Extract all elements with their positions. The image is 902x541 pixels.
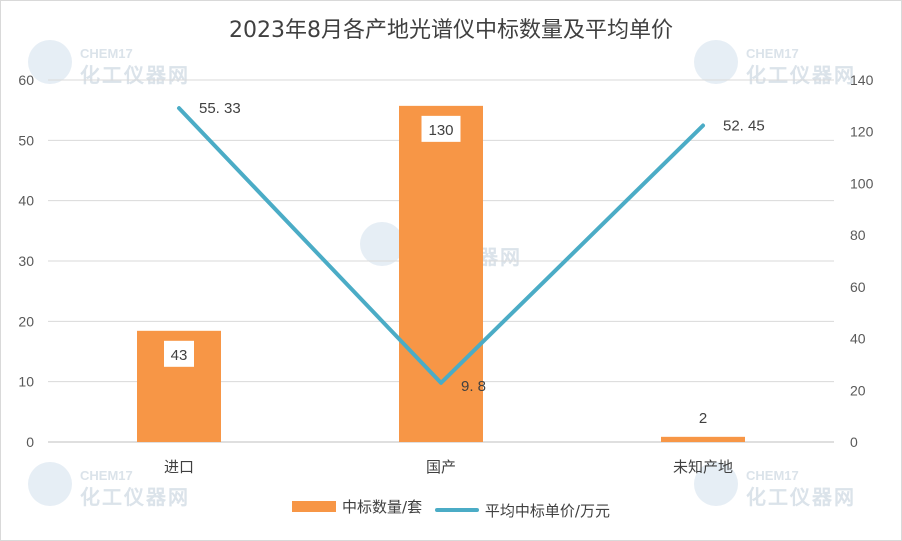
legend-label-line: 平均中标单价/万元 — [484, 501, 610, 520]
y-left-tick-label: 0 — [26, 434, 34, 450]
watermark-logo-icon — [28, 40, 72, 84]
legend-swatch-bar — [292, 501, 337, 512]
x-tick-label: 进口 — [164, 458, 194, 476]
y-right-tick-label: 140 — [850, 72, 874, 88]
legend: 中标数量/套 平均中标单价/万元 — [0, 496, 902, 521]
y-left-tick-label: 10 — [18, 374, 34, 390]
bar-data-label: 43 — [171, 347, 188, 364]
y-right-tick-label: 40 — [850, 331, 866, 347]
line-series — [177, 106, 705, 385]
y-right-tick-label: 60 — [850, 279, 866, 295]
bar-data-label-box — [164, 340, 194, 367]
line-data-label: 9. 8 — [461, 378, 486, 395]
bar — [661, 436, 745, 442]
x-tick-label: 未知产地 — [673, 458, 733, 476]
y-right-tick-label: 100 — [850, 175, 874, 191]
y-left-tick-label: 40 — [18, 193, 34, 209]
line-data-label: 55. 33 — [199, 100, 241, 117]
watermark-brand: CHEM17 — [80, 46, 133, 61]
watermark-logo-icon — [694, 462, 738, 506]
bar-data-label: 130 — [428, 122, 453, 139]
y-right-tick-label: 0 — [850, 434, 858, 450]
legend-label-bar: 中标数量/套 — [342, 498, 423, 516]
watermark-brand: CHEM17 — [746, 46, 799, 61]
y-left-tick-label: 60 — [18, 72, 34, 88]
watermark-brand: CHEM17 — [80, 468, 133, 483]
legend-item-line: 平均中标单价/万元 — [434, 500, 610, 521]
legend-swatch-line — [434, 508, 479, 512]
y-left-tick-label: 50 — [18, 132, 34, 148]
y-left-tick-label: 30 — [18, 253, 34, 269]
watermark-logo-icon — [360, 222, 404, 266]
bar — [399, 105, 483, 442]
legend-item-bar: 中标数量/套 — [292, 496, 422, 517]
watermark-logo-icon — [694, 40, 738, 84]
line-data-label: 52. 45 — [723, 118, 765, 135]
watermark-brand: CHEM17 — [746, 468, 799, 483]
watermark-name: 化工仪器网 — [746, 485, 856, 509]
watermark-name: 化工仪器网 — [80, 485, 190, 509]
bar-data-label: 2 — [699, 410, 707, 427]
y-right-tick-label: 80 — [850, 227, 866, 243]
watermark-logo-icon — [28, 462, 72, 506]
chart-title: 2023年8月各产地光谱仪中标数量及平均单价 — [229, 18, 673, 43]
watermark-name: 化工仪器网 — [80, 63, 190, 87]
x-tick-label: 国产 — [426, 458, 456, 476]
bar-data-label-box — [421, 115, 461, 142]
watermark-name: 化工仪器网 — [746, 63, 856, 87]
y-right-tick-label: 20 — [850, 382, 866, 398]
y-right-tick-label: 120 — [850, 124, 874, 140]
y-left-tick-label: 20 — [18, 313, 34, 329]
